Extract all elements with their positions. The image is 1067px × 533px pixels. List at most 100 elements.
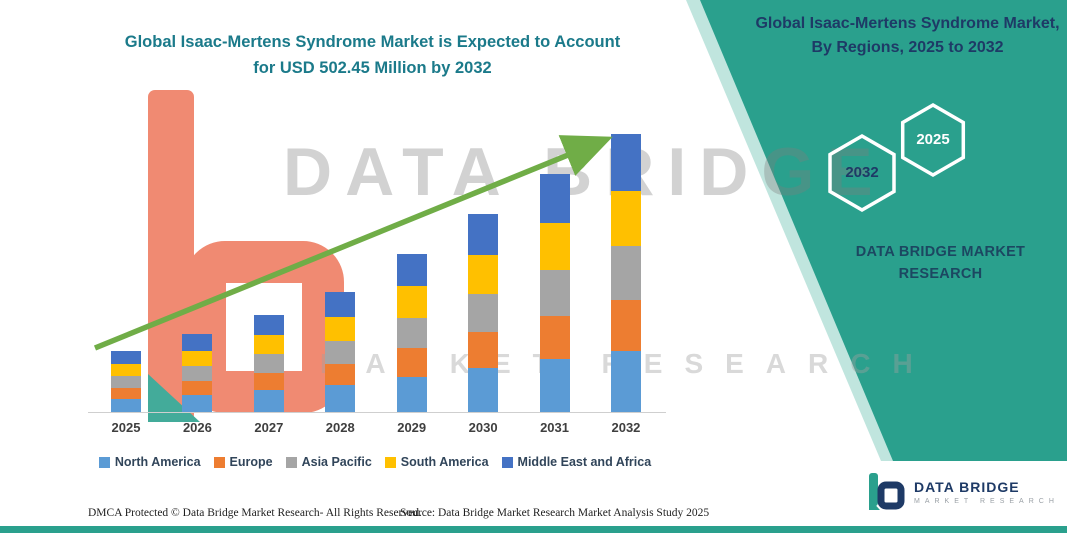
trend-arrow bbox=[93, 135, 613, 351]
x-axis-label-2029: 2029 bbox=[397, 420, 427, 435]
bar-segment-north-america bbox=[253, 390, 284, 412]
page-title: Global Isaac-Mertens Syndrome Market is … bbox=[90, 30, 655, 81]
bar-segment-south-america bbox=[111, 363, 141, 377]
bar-segment-south-america bbox=[325, 316, 356, 341]
bar-segment-europe bbox=[468, 332, 499, 369]
bar-segment-middle-east-and-africa bbox=[396, 254, 427, 287]
data-bridge-logo-icon bbox=[869, 473, 905, 510]
bar-segment-middle-east-and-africa bbox=[325, 292, 356, 317]
dmca-notice: DMCA Protected © Data Bridge Market Rese… bbox=[88, 507, 422, 519]
legend-swatch-asia-pacific bbox=[285, 456, 297, 468]
bar-segment-middle-east-and-africa bbox=[111, 351, 141, 364]
bar-segment-south-america bbox=[610, 190, 641, 247]
legend-swatch-north-america bbox=[98, 456, 110, 468]
bar-segment-europe bbox=[111, 387, 141, 399]
teal-diagonal-accent bbox=[686, 0, 896, 461]
stacked-bar-2025 bbox=[96, 124, 156, 412]
hexagon-2025-outline bbox=[900, 102, 966, 178]
bar-segment-north-america bbox=[610, 350, 641, 412]
legend-item-north-america: North America bbox=[98, 455, 201, 469]
bar-segment-asia-pacific bbox=[610, 246, 641, 300]
legend-label-middle-east-and-africa: Middle East and Africa bbox=[517, 455, 652, 469]
bar-segment-south-america bbox=[396, 286, 427, 318]
bars-row bbox=[96, 124, 656, 412]
bar-segment-south-america bbox=[253, 334, 284, 354]
bar-segment-asia-pacific bbox=[468, 294, 499, 333]
bar-segment-asia-pacific bbox=[396, 317, 427, 349]
x-axis-label-2027: 2027 bbox=[254, 420, 284, 435]
bar-segment-south-america bbox=[539, 222, 570, 271]
page-title-line2: for USD 502.45 Million by 2032 bbox=[253, 58, 492, 77]
legend-label-north-america: North America bbox=[114, 455, 201, 469]
bar-segment-north-america bbox=[396, 377, 427, 412]
bar-segment-north-america bbox=[468, 368, 499, 412]
bar-segment-asia-pacific bbox=[539, 270, 570, 317]
bar-segment-middle-east-and-africa bbox=[253, 314, 284, 335]
teal-side-panel bbox=[700, 0, 1067, 461]
bar-segment-asia-pacific bbox=[182, 366, 213, 382]
x-axis-line bbox=[88, 412, 666, 413]
footer-logo-name: DATA BRIDGE bbox=[914, 479, 1020, 495]
bar-segment-north-america bbox=[182, 394, 213, 412]
bar-segment-asia-pacific bbox=[253, 353, 284, 373]
stacked-bar-2028 bbox=[310, 124, 370, 412]
legend-label-south-america: South America bbox=[400, 455, 489, 469]
bar-segment-middle-east-and-africa bbox=[182, 334, 213, 351]
hexagon-2025-label: 2025 bbox=[916, 131, 950, 148]
bar-segment-north-america bbox=[325, 385, 356, 412]
bar-segment-europe bbox=[182, 381, 213, 395]
legend: North America Europe Asia Pacific South Ame… bbox=[75, 455, 675, 469]
legend-item-asia-pacific: Asia Pacific bbox=[285, 455, 372, 469]
footer-logo: DATA BRIDGE MARKET RESEARCH bbox=[866, 470, 1059, 514]
x-axis-label-2031: 2031 bbox=[540, 420, 569, 435]
bar-segment-north-america bbox=[111, 398, 141, 412]
bar-segment-middle-east-and-africa bbox=[468, 214, 499, 255]
legend-item-south-america: South America bbox=[384, 455, 489, 469]
bar-segment-europe bbox=[539, 316, 570, 360]
hexagon-2032-outline bbox=[828, 133, 896, 213]
footer-logo-text: DATA BRIDGE MARKET RESEARCH bbox=[914, 479, 1059, 505]
bar-segment-europe bbox=[396, 348, 427, 378]
bar-segment-south-america bbox=[468, 254, 499, 295]
legend-swatch-middle-east-and-africa bbox=[501, 456, 513, 468]
bar-segment-middle-east-and-africa bbox=[610, 133, 641, 191]
legend-label-asia-pacific: Asia Pacific bbox=[301, 455, 372, 469]
x-axis-label-2032: 2032 bbox=[611, 420, 641, 435]
side-panel-title: Global Isaac-Mertens Syndrome Market, By… bbox=[755, 15, 1060, 56]
page-title-line1: Global Isaac-Mertens Syndrome Market is … bbox=[124, 33, 621, 51]
legend-swatch-europe bbox=[213, 456, 225, 468]
legend-item-europe: Europe bbox=[213, 455, 273, 469]
x-axis-label-2025: 2025 bbox=[111, 420, 141, 435]
legend-label-europe: Europe bbox=[229, 455, 273, 469]
legend-item-middle-east-and-africa: Middle East and Africa bbox=[501, 455, 652, 469]
legend-swatch-south-america bbox=[384, 456, 396, 468]
bar-segment-europe bbox=[325, 363, 356, 386]
footer-logo-tagline: MARKET RESEARCH bbox=[914, 498, 1059, 505]
stacked-bar-2029 bbox=[382, 124, 442, 412]
source-note: Source: Data Bridge Market Research Mark… bbox=[400, 507, 710, 519]
x-labels-row: 2025 2026 2027 2028 2029 2030 2031 2032 bbox=[96, 420, 656, 435]
stacked-bar-2030 bbox=[453, 124, 513, 412]
brand-name-line1: DATA BRIDGE MARKET bbox=[855, 244, 1026, 260]
stacked-bar-2032 bbox=[596, 124, 656, 412]
trend-arrow-line bbox=[93, 135, 613, 351]
bar-segment-south-america bbox=[182, 350, 213, 367]
brand-name-line2: RESEARCH bbox=[898, 265, 983, 282]
hexagon-2032-label: 2032 bbox=[845, 164, 879, 181]
bar-segment-middle-east-and-africa bbox=[539, 173, 570, 223]
brand-name-text: DATA BRIDGE MARKET RESEARCH bbox=[838, 242, 1043, 286]
stacked-bar-2031 bbox=[525, 124, 585, 412]
bar-segment-asia-pacific bbox=[325, 340, 356, 364]
stacked-bar-2027 bbox=[239, 124, 299, 412]
bottom-border-bar bbox=[0, 526, 1067, 533]
x-axis-label-2030: 2030 bbox=[468, 420, 498, 435]
bar-segment-north-america bbox=[539, 359, 570, 412]
year-hexagons bbox=[828, 102, 966, 213]
x-axis-label-2026: 2026 bbox=[182, 420, 212, 435]
stacked-bar-2026 bbox=[167, 124, 227, 412]
bar-segment-europe bbox=[610, 299, 641, 351]
bar-segment-europe bbox=[253, 372, 284, 391]
bar-segment-asia-pacific bbox=[111, 376, 141, 388]
x-axis-label-2028: 2028 bbox=[325, 420, 355, 435]
